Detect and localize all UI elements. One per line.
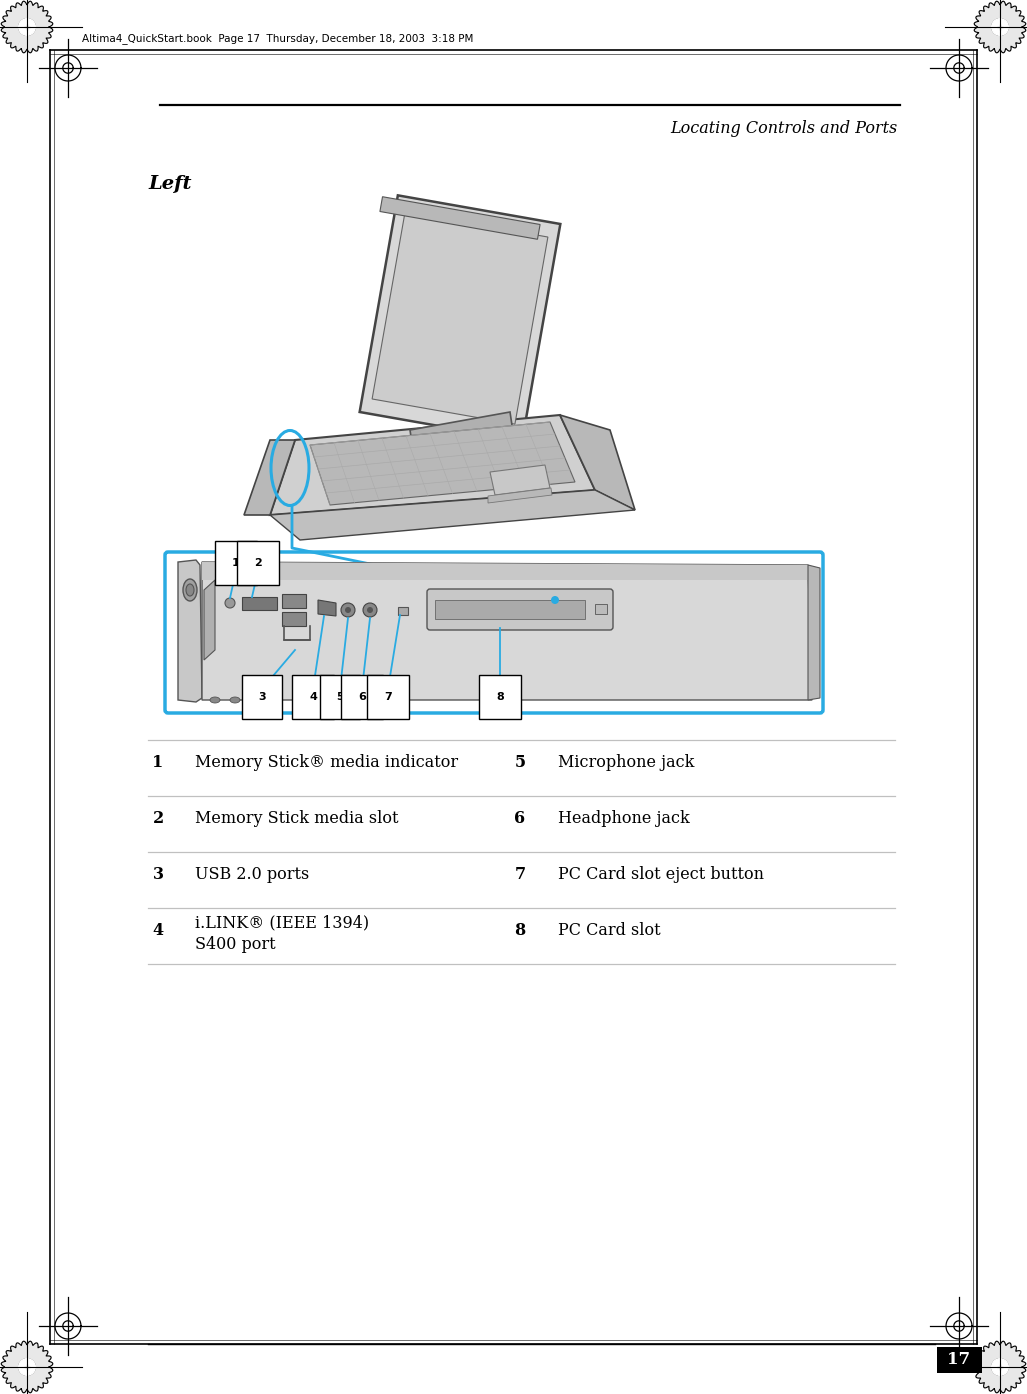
- Circle shape: [345, 606, 351, 613]
- Polygon shape: [808, 565, 820, 700]
- Polygon shape: [490, 466, 550, 495]
- Text: 1: 1: [232, 558, 240, 567]
- FancyBboxPatch shape: [427, 590, 613, 630]
- FancyBboxPatch shape: [165, 552, 823, 712]
- Polygon shape: [975, 1341, 1026, 1393]
- Circle shape: [363, 604, 377, 618]
- Text: 7: 7: [384, 691, 392, 703]
- Text: Locating Controls and Ports: Locating Controls and Ports: [671, 120, 898, 137]
- Text: 6: 6: [515, 810, 526, 827]
- Circle shape: [341, 604, 355, 618]
- Text: PC Card slot eject button: PC Card slot eject button: [558, 866, 764, 882]
- Circle shape: [367, 606, 373, 613]
- Text: 17: 17: [948, 1352, 971, 1369]
- Text: Headphone jack: Headphone jack: [558, 810, 690, 827]
- Polygon shape: [202, 562, 812, 700]
- Polygon shape: [992, 18, 1009, 35]
- Ellipse shape: [183, 579, 197, 601]
- Ellipse shape: [210, 697, 220, 703]
- Text: Microphone jack: Microphone jack: [558, 754, 694, 771]
- Text: Left: Left: [148, 176, 191, 192]
- Text: 4: 4: [152, 921, 163, 940]
- Text: 8: 8: [496, 691, 504, 703]
- Text: 5: 5: [515, 754, 526, 771]
- Bar: [398, 606, 408, 615]
- Text: Memory Stick media slot: Memory Stick media slot: [195, 810, 398, 827]
- Text: 6: 6: [358, 691, 366, 703]
- Polygon shape: [270, 415, 595, 514]
- Polygon shape: [18, 1359, 35, 1376]
- Circle shape: [225, 598, 235, 608]
- Polygon shape: [270, 491, 635, 539]
- Bar: [595, 604, 607, 613]
- Polygon shape: [488, 488, 551, 503]
- Polygon shape: [178, 560, 202, 703]
- Polygon shape: [359, 195, 561, 441]
- Polygon shape: [204, 580, 215, 659]
- Polygon shape: [410, 413, 515, 463]
- Polygon shape: [202, 562, 808, 580]
- Text: i.LINK® (IEEE 1394): i.LINK® (IEEE 1394): [195, 914, 369, 931]
- Polygon shape: [310, 422, 575, 505]
- Circle shape: [551, 597, 559, 604]
- Bar: [242, 597, 277, 611]
- Polygon shape: [1, 1, 52, 53]
- Polygon shape: [244, 441, 295, 514]
- Polygon shape: [1, 1341, 52, 1393]
- Polygon shape: [975, 1, 1026, 53]
- Ellipse shape: [230, 697, 240, 703]
- Polygon shape: [380, 197, 540, 240]
- Text: 2: 2: [254, 558, 262, 567]
- Text: 8: 8: [515, 921, 526, 940]
- Text: 1: 1: [152, 754, 163, 771]
- Text: USB 2.0 ports: USB 2.0 ports: [195, 866, 309, 882]
- Text: Altima4_QuickStart.book  Page 17  Thursday, December 18, 2003  3:18 PM: Altima4_QuickStart.book Page 17 Thursday…: [82, 33, 473, 45]
- Polygon shape: [992, 1359, 1009, 1376]
- Text: PC Card slot: PC Card slot: [558, 921, 660, 940]
- Text: 4: 4: [309, 691, 317, 703]
- Text: 3: 3: [152, 866, 163, 882]
- Text: 7: 7: [515, 866, 526, 882]
- Text: 3: 3: [258, 691, 266, 703]
- Polygon shape: [372, 212, 547, 424]
- Bar: [282, 594, 306, 608]
- Text: S400 port: S400 port: [195, 935, 275, 953]
- Ellipse shape: [186, 584, 194, 597]
- Polygon shape: [318, 599, 336, 616]
- Bar: [937, 1347, 982, 1373]
- Polygon shape: [560, 415, 635, 510]
- Text: 2: 2: [152, 810, 163, 827]
- Bar: [282, 612, 306, 626]
- Bar: [435, 599, 585, 619]
- Polygon shape: [18, 18, 35, 35]
- Text: 5: 5: [336, 691, 344, 703]
- Text: Memory Stick® media indicator: Memory Stick® media indicator: [195, 754, 458, 771]
